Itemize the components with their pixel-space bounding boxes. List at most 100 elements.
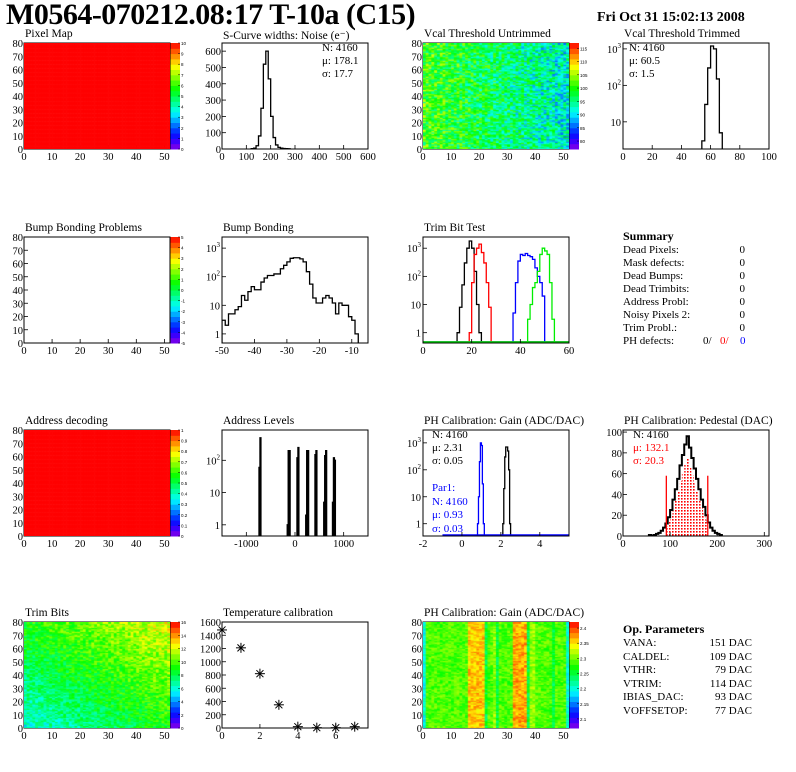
stats-line: μ: 132.1 (633, 442, 670, 454)
fit-stats-line: σ: 0.03 (432, 522, 463, 535)
y-tick-label: 20 (13, 313, 24, 324)
y-tick-label: 70 (13, 631, 24, 642)
summary-label: Trim Probl.: (623, 322, 678, 334)
histogram-series (468, 243, 492, 343)
palette-tick-label: 80 (580, 139, 586, 144)
palette-tick-label: 0.9 (181, 439, 188, 444)
chart-title: Pixel Map (25, 28, 73, 40)
y-tick-label: 50 (13, 466, 24, 477)
palette-band (569, 680, 579, 687)
y-tick-label: 600 (205, 47, 221, 58)
chart-12: 0 2 4 6 0 200 400 600 800 1000 1200 1400 1600 (200, 618, 369, 742)
x-tick-label: 100 (761, 152, 777, 163)
palette-band (170, 284, 180, 291)
histogram-series (701, 45, 723, 149)
y-tick-label: 50 (13, 273, 24, 284)
y-tick-label: 400 (205, 80, 221, 91)
chart-9: -2 0 2 4 1 10 102 103 (407, 429, 570, 550)
palette-band (170, 493, 180, 500)
palette-band (569, 701, 579, 708)
palette-band (569, 122, 579, 129)
stats-line: N: 4160 (322, 42, 358, 54)
x-tick-label: 20 (75, 539, 86, 550)
palette-band (170, 48, 180, 55)
palette-tick-label: 0.2 (181, 513, 188, 518)
stats-line: σ: 17.7 (322, 68, 353, 80)
y-tick-label: 30 (13, 105, 24, 116)
x-tick-label: 4 (537, 539, 543, 550)
palette-band (170, 64, 180, 70)
y-tick-label: 1600 (200, 618, 221, 629)
y-tick-label: 0 (216, 724, 221, 735)
y-tick-label: 10 (13, 132, 24, 143)
palette-tick-label: 100 (580, 86, 588, 91)
palette-tick-label: 85 (580, 126, 586, 131)
palette-band (569, 712, 579, 718)
palette-band (569, 133, 579, 139)
x-tick-label: 30 (103, 539, 114, 550)
palette-band (170, 664, 180, 671)
data-point (217, 624, 227, 635)
plot-area (222, 257, 359, 343)
y-tick-label: 10 (210, 489, 221, 500)
summary-title: Summary (623, 229, 674, 243)
stats-line: σ: 1.5 (629, 68, 655, 80)
palette-band (170, 706, 180, 713)
data-point (273, 699, 284, 710)
y-tick-label: 10 (411, 301, 422, 312)
y-tick-label: 102 (607, 78, 622, 92)
y-tick-label: 400 (205, 698, 221, 709)
palette-tick-label: 115 (580, 46, 588, 51)
palette-tick-label: -1 (181, 299, 185, 304)
plot-area (250, 50, 291, 149)
palette-band (170, 675, 180, 681)
x-tick-label: 40 (676, 152, 687, 163)
y-tick-label: 0 (18, 532, 23, 543)
x-tick-label: 50 (159, 731, 170, 742)
palette-band (170, 653, 180, 660)
palette-band (170, 477, 180, 484)
palette-band (569, 690, 579, 697)
palette-band (170, 321, 180, 328)
chart-11: 0 2 4 6 8 10 12 14 16 0 10 20 30 40 50 0 10 20 30 40 50 60 70 8… (13, 618, 187, 742)
palette-band (170, 327, 180, 333)
y-tick-label: 10 (412, 711, 423, 722)
y-tick-label: 80 (13, 618, 24, 629)
x-tick-label: -50 (215, 346, 229, 357)
op-parameter-label: VANA: (623, 637, 657, 649)
x-tick-label: 30 (103, 731, 114, 742)
palette-band (569, 632, 579, 639)
x-tick-label: 10 (446, 152, 457, 163)
stats-line: μ: 2.31 (432, 442, 463, 454)
palette-band (569, 653, 579, 660)
plot-area (701, 45, 723, 149)
y-tick-label: 30 (412, 684, 423, 695)
fit-stats-line: Par1: (432, 482, 456, 494)
y-tick-label: 80 (13, 39, 24, 50)
histogram-series (526, 247, 556, 343)
palette-band (569, 80, 579, 86)
palette-tick-label: 0.8 (181, 449, 188, 454)
x-tick-label: -30 (280, 346, 294, 357)
palette-tick-label: -4 (181, 330, 185, 335)
y-tick-label: 40 (412, 92, 423, 103)
y-tick-label: 1 (215, 330, 220, 341)
op-parameter-label: VOFFSETOP: (623, 704, 688, 717)
palette-band (569, 127, 579, 134)
x-tick-label: 50 (159, 346, 170, 357)
y-tick-label: 103 (407, 436, 422, 450)
palette-band (170, 58, 180, 65)
palette-band (170, 138, 180, 145)
palette-band (569, 53, 579, 60)
palette-tick-label: -3 (181, 320, 185, 325)
palette-band (170, 300, 180, 307)
x-tick-label: -20 (312, 346, 326, 357)
palette-band (569, 648, 579, 655)
palette-band (170, 117, 180, 123)
y-tick-label: 40 (13, 671, 24, 682)
chart-8: -1000 0 1000 1 10 102 (206, 429, 369, 550)
y-tick-label: 800 (205, 671, 221, 682)
palette-band (170, 712, 180, 718)
op-parameter-label: VTHR: (623, 664, 656, 676)
palette-band (170, 648, 180, 655)
